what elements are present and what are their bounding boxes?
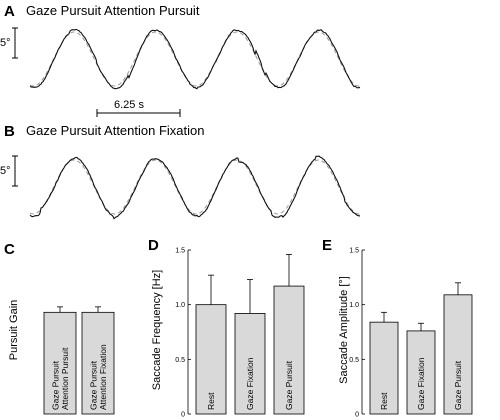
panel-e-letter: E	[322, 237, 332, 254]
panel-d-y-tick-label: 1.5	[175, 248, 185, 255]
panel-d-category-label: Rest	[206, 392, 216, 410]
panel-d-y-tick-label: 0.5	[175, 357, 185, 364]
panel-e-y-axis-label: Saccade Amplitude [°]	[338, 276, 350, 384]
panel-e-y-tick-label: 1.5	[349, 248, 359, 255]
panel-e-category-label: Gaze Fixation	[416, 357, 426, 410]
panel-a-time-label: 6.25 s	[114, 99, 144, 111]
panel-d-category-label: Gaze Pursuit	[284, 360, 294, 410]
panel-b-title: Gaze Pursuit Attention Fixation	[26, 123, 204, 138]
panel-c-y-axis-label: Pursuit Gain	[8, 300, 20, 361]
panel-a-letter: A	[4, 3, 15, 20]
panel-d-y-tick-label: 0	[181, 412, 185, 419]
panel-d-y-axis-label: Saccade Frequency [Hz]	[151, 270, 163, 390]
panel-e-y-tick-label: 0.5	[349, 357, 359, 364]
panel-d-category-label: Gaze Fixation	[245, 357, 255, 410]
panel-b-letter: B	[4, 123, 15, 140]
panel-d-bar	[195, 304, 227, 415]
panel-a-eye-trace	[29, 28, 361, 90]
panel-a-amplitude-label: 5°	[0, 37, 11, 49]
panel-c-category-label: Attention Fixation	[98, 344, 108, 410]
panel-e-y-tick-label: 0	[355, 412, 359, 419]
panel-e-category-label: Gaze Pursuit	[453, 360, 463, 410]
panel-e-bar	[406, 330, 436, 415]
panel-c-category-label: Gaze Pursuit	[50, 360, 60, 410]
panel-d-y-tick-label: 1.0	[175, 302, 185, 309]
panel-a-target-trace	[29, 31, 361, 87]
panel-a-title: Gaze Pursuit Attention Pursuit	[26, 3, 200, 18]
panel-c-category-label: Gaze Pursuit	[88, 360, 98, 410]
panel-b-eye-traces: B Gaze Pursuit Attention Fixation 5°	[0, 123, 361, 220]
panel-d-plot-area: 0 0.5 1.0 1.5 Saccade Frequency [Hz] Rest Gaze…	[151, 248, 305, 419]
panel-a-eye-traces: A Gaze Pursuit Attention Pursuit 5° 6.25…	[0, 3, 361, 117]
panel-e-saccade-amplitude-chart: E 0 0.5 1.0 1.5 Saccade Amplitude [°] Rest Gaz…	[322, 237, 473, 419]
panel-d-bar	[273, 285, 305, 415]
panel-b-amplitude-label: 5°	[0, 165, 11, 177]
panel-b-target-trace	[29, 159, 361, 215]
panel-e-category-label: Rest	[379, 392, 389, 410]
panel-e-bar	[369, 321, 399, 415]
panel-e-plot-area: 0 0.5 1.0 1.5 Saccade Amplitude [°] Rest Gaze …	[338, 248, 473, 419]
panel-d-letter: D	[148, 237, 159, 254]
panel-d-saccade-frequency-chart: D 0 0.5 1.0 1.5 Saccade Frequency [Hz] Rest Ga…	[148, 237, 305, 419]
panel-c-category-label: Attention Pursuit	[60, 347, 70, 410]
panel-c-letter: C	[4, 241, 15, 258]
panel-b-eye-trace	[29, 155, 361, 220]
panel-e-y-tick-label: 1.0	[349, 302, 359, 309]
